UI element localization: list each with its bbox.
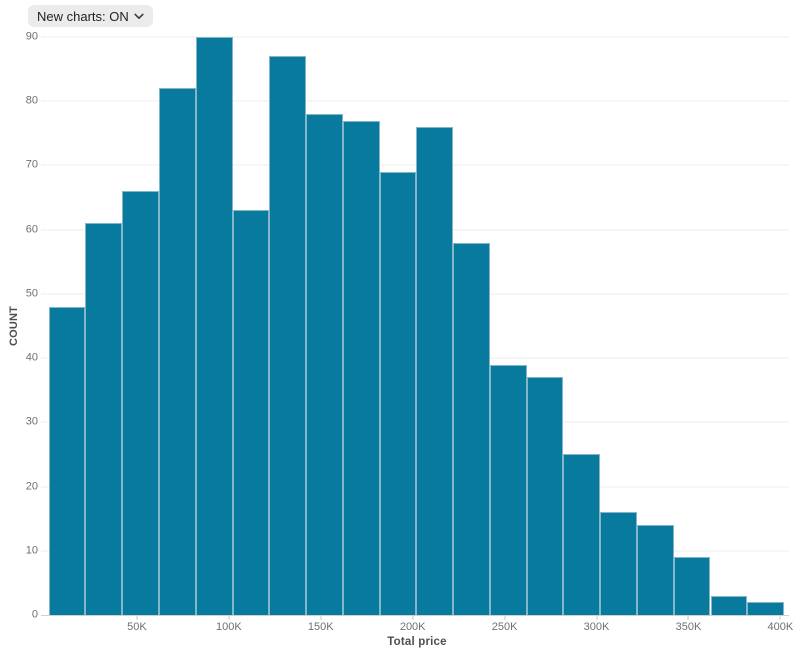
x-axis-labels: 50K 100K 150K 200K 250K 300K 350K 400K: [45, 621, 793, 635]
x-tick-mark: [136, 616, 138, 620]
histogram-bar[interactable]: [48, 306, 86, 615]
x-tick-label: 400K: [767, 621, 794, 633]
gridline: [41, 36, 789, 38]
x-tick-label: 50K: [127, 621, 147, 633]
histogram-bar[interactable]: [416, 126, 454, 615]
y-tick-label: 50: [25, 287, 38, 300]
x-tick-label: 350K: [675, 621, 702, 633]
histogram-bar[interactable]: [269, 56, 307, 615]
histogram-bar[interactable]: [85, 223, 123, 615]
histogram-bar[interactable]: [526, 377, 564, 615]
y-tick-label: 10: [25, 544, 38, 557]
histogram-bar[interactable]: [600, 512, 637, 615]
x-tick-label: 150K: [307, 621, 334, 633]
x-tick-mark: [320, 616, 322, 620]
x-tick-mark: [412, 616, 414, 620]
histogram-bar[interactable]: [636, 525, 674, 615]
x-tick-label: 300K: [583, 621, 610, 633]
new-charts-dropdown[interactable]: New charts: ON: [28, 5, 153, 27]
y-tick-label: 20: [25, 480, 38, 493]
histogram-bar[interactable]: [306, 114, 343, 615]
y-tick-label: 0: [31, 608, 38, 621]
y-tick-label: 80: [25, 94, 38, 107]
histogram-bar[interactable]: [342, 120, 380, 615]
x-tick-mark: [687, 616, 689, 620]
histogram-bar[interactable]: [158, 88, 196, 615]
x-axis-title: Total price: [387, 636, 447, 648]
x-tick-label: 200K: [399, 621, 426, 633]
histogram-bar[interactable]: [379, 171, 417, 615]
x-axis-line: [41, 615, 789, 616]
plot-area: [41, 36, 789, 620]
histogram-bar[interactable]: [453, 242, 490, 615]
histogram-bar[interactable]: [122, 191, 159, 615]
y-tick-label: 90: [25, 30, 38, 43]
y-tick-label: 40: [25, 351, 38, 364]
x-tick-mark: [228, 616, 230, 620]
x-tick-mark: [504, 616, 506, 620]
new-charts-dropdown-label: New charts: ON: [37, 8, 129, 24]
histogram-bar[interactable]: [673, 557, 711, 615]
histogram-bar[interactable]: [563, 454, 601, 615]
histogram-bar[interactable]: [232, 210, 270, 615]
y-axis-labels: 0 10 20 30 40 50 60 70 80 90: [0, 31, 38, 620]
y-tick-label: 70: [25, 158, 38, 171]
x-tick-mark: [779, 616, 781, 620]
gridline: [41, 164, 789, 166]
histogram-bar[interactable]: [195, 37, 233, 615]
x-tick-label: 100K: [215, 621, 242, 633]
x-tick-mark: [596, 616, 598, 620]
histogram-bar[interactable]: [489, 364, 527, 615]
chevron-down-icon: [134, 13, 144, 19]
y-tick-label: 60: [25, 223, 38, 236]
y-tick-label: 30: [25, 415, 38, 428]
histogram-bar[interactable]: [710, 595, 748, 615]
x-tick-label: 250K: [491, 621, 518, 633]
histogram-bar[interactable]: [747, 602, 785, 615]
gridline: [41, 100, 789, 102]
